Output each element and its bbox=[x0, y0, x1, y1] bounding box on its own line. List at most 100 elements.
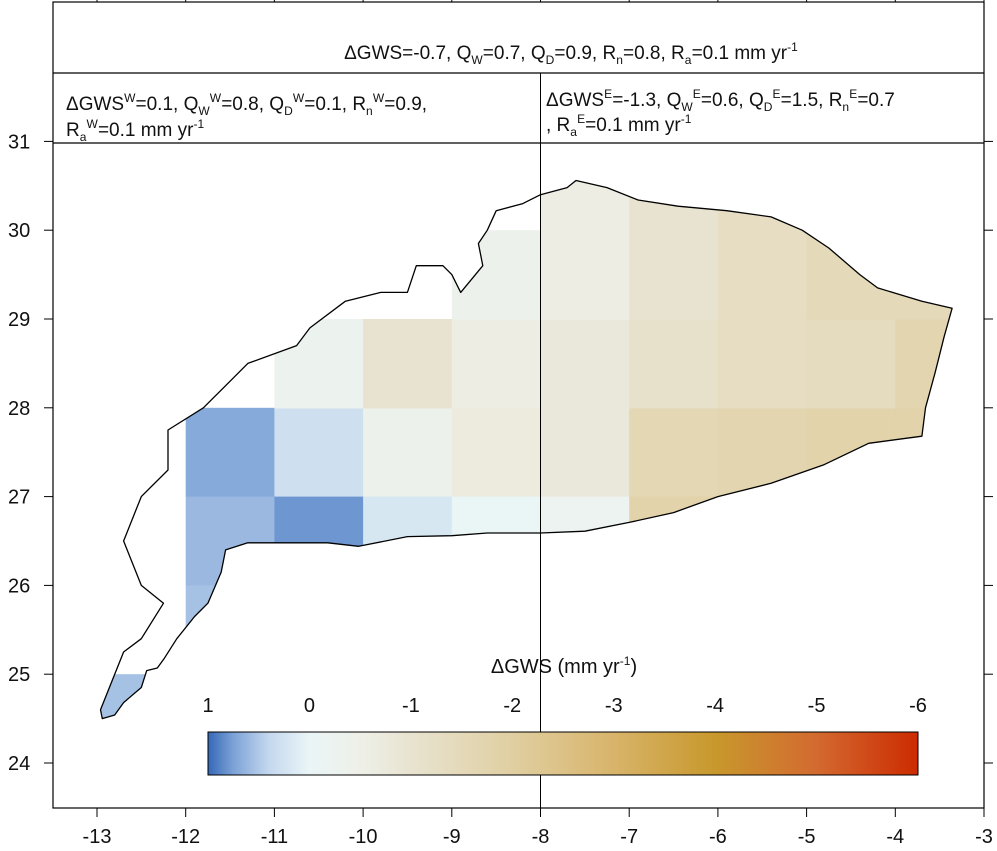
heatmap-cell bbox=[717, 407, 808, 498]
land-boundary bbox=[99, 179, 953, 720]
heatmap-cell bbox=[451, 230, 542, 320]
header-text-run: =-1.3, Q bbox=[612, 90, 681, 111]
x-tick-label: -10 bbox=[349, 826, 378, 848]
heatmap-cell bbox=[717, 180, 808, 231]
heatmap-cell bbox=[451, 407, 542, 498]
superscript: W bbox=[124, 91, 136, 105]
colorbar-tick-label: -2 bbox=[503, 695, 521, 717]
header-text-run: =0.1, R bbox=[304, 94, 366, 115]
heatmap-cell bbox=[806, 496, 897, 587]
subscript: a bbox=[570, 125, 577, 139]
x-tick-label: -11 bbox=[261, 826, 288, 848]
x-tick-label: -8 bbox=[532, 826, 550, 848]
subscript: D bbox=[546, 53, 555, 67]
x-tick-label: -7 bbox=[620, 826, 638, 848]
heatmap-cell bbox=[540, 230, 630, 320]
colorbar-tick-label: 0 bbox=[304, 695, 315, 717]
superscript: W bbox=[210, 91, 222, 105]
heatmap-cell bbox=[540, 496, 630, 587]
header-text-run: =0.7, Q bbox=[483, 43, 546, 64]
header-text-run: =1.5, R bbox=[781, 90, 843, 111]
heatmap-cell bbox=[895, 230, 953, 320]
heatmap-cell bbox=[717, 319, 808, 409]
header-text-run: =0.6, Q bbox=[701, 90, 764, 111]
colorbar: ΔGWS (mm yr-1 ) 1 0 -1 -2 -3 -4 -5 -6 bbox=[202, 654, 927, 776]
subscript: D bbox=[284, 104, 293, 118]
header-text-run: =0.1, Q bbox=[136, 94, 199, 115]
y-tick-label: 24 bbox=[8, 753, 30, 775]
heatmap-cell bbox=[274, 407, 364, 498]
subscript: a bbox=[80, 130, 87, 144]
heatmap-cell bbox=[185, 496, 276, 587]
y-axis: 24 25 26 27 28 29 30 31 bbox=[8, 131, 993, 775]
superscript: E bbox=[604, 87, 612, 101]
superscript: -1 bbox=[620, 654, 631, 668]
header-text-run: , R bbox=[546, 115, 570, 136]
superscript: E bbox=[773, 87, 781, 101]
header-text-run: =0.1 mm yr bbox=[692, 43, 788, 64]
header-total: ΔGWS=-0.7, QW =0.7, QD =0.9, Rn =0.8, Ra… bbox=[344, 40, 798, 67]
subscript: W bbox=[681, 100, 693, 114]
heatmap-cell bbox=[363, 496, 453, 587]
y-tick-label: 25 bbox=[8, 664, 30, 686]
heatmap-cell bbox=[451, 496, 542, 587]
subscript: W bbox=[471, 53, 483, 67]
subscript: n bbox=[842, 100, 849, 114]
header-text-run: =0.8, R bbox=[623, 43, 685, 64]
subscript: n bbox=[616, 53, 623, 67]
heatmap-cell bbox=[185, 585, 276, 675]
superscript: E bbox=[849, 87, 857, 101]
x-tick-label: -12 bbox=[171, 826, 200, 848]
colorbar-tick-label: -5 bbox=[808, 695, 826, 717]
heatmap-cell bbox=[629, 407, 719, 498]
heatmap-cell bbox=[895, 496, 953, 587]
y-tick-label: 30 bbox=[8, 220, 30, 242]
y-tick-label: 28 bbox=[8, 398, 30, 420]
header-text-run: =0.9, bbox=[384, 94, 427, 115]
header-text-run: R bbox=[66, 120, 80, 141]
heatmap-cell bbox=[717, 496, 808, 587]
heatmap-cell bbox=[629, 319, 719, 409]
subscript: W bbox=[198, 104, 210, 118]
colorbar-gradient bbox=[207, 731, 919, 776]
header-west-line1: ΔGWSW =0.1, QW W =0.8, QD W =0.1, Rn W =… bbox=[66, 91, 427, 118]
header-text-run: =0.1 mm yr bbox=[585, 115, 681, 136]
header-west-line2: Ra W =0.1 mm yr-1 bbox=[66, 117, 204, 144]
x-tick-label: -13 bbox=[83, 826, 112, 848]
y-tick-label: 31 bbox=[8, 131, 30, 153]
heatmap-cell bbox=[806, 407, 897, 498]
x-tick-label: -5 bbox=[798, 826, 816, 848]
superscript: -1 bbox=[194, 117, 205, 131]
header-text-run: ΔGWS bbox=[546, 90, 604, 111]
heatmap-cell bbox=[806, 230, 897, 320]
heatmap-cell bbox=[451, 319, 542, 409]
x-tick-label: -6 bbox=[709, 826, 727, 848]
header-east-line1: ΔGWSE =-1.3, QW E =0.6, QD E =1.5, Rn E … bbox=[546, 87, 895, 114]
heatmap-cell bbox=[274, 496, 364, 587]
heatmap-cell bbox=[185, 407, 276, 498]
heatmap-cell bbox=[629, 180, 719, 231]
plot-frame bbox=[52, 1, 985, 809]
subscript: n bbox=[366, 104, 373, 118]
superscript: E bbox=[577, 112, 585, 126]
superscript: W bbox=[293, 91, 305, 105]
x-tick-label: -4 bbox=[886, 826, 904, 848]
x-axis: -13 -12 -11 -10 -9 -8 -7 -6 -5 -4 -3 bbox=[83, 0, 993, 848]
heatmap-cell bbox=[895, 407, 953, 498]
header-text-run: =0.7 bbox=[857, 90, 895, 111]
heatmap-cell bbox=[274, 585, 364, 675]
superscript: -1 bbox=[681, 112, 692, 126]
x-tick-label: -3 bbox=[975, 826, 993, 848]
superscript: W bbox=[373, 91, 385, 105]
header-text-run: ΔGWS (mm yr bbox=[491, 656, 620, 678]
y-tick-label: 29 bbox=[8, 309, 30, 331]
header-east-line2: , Ra E =0.1 mm yr-1 bbox=[546, 112, 692, 139]
superscript: E bbox=[693, 87, 701, 101]
y-tick-label: 27 bbox=[8, 487, 30, 509]
heatmap-cell bbox=[629, 496, 719, 587]
heatmap-cell bbox=[540, 407, 630, 498]
x-tick-label: -9 bbox=[443, 826, 461, 848]
heatmap-cell bbox=[363, 407, 453, 498]
colorbar-tick-label: -6 bbox=[909, 695, 927, 717]
